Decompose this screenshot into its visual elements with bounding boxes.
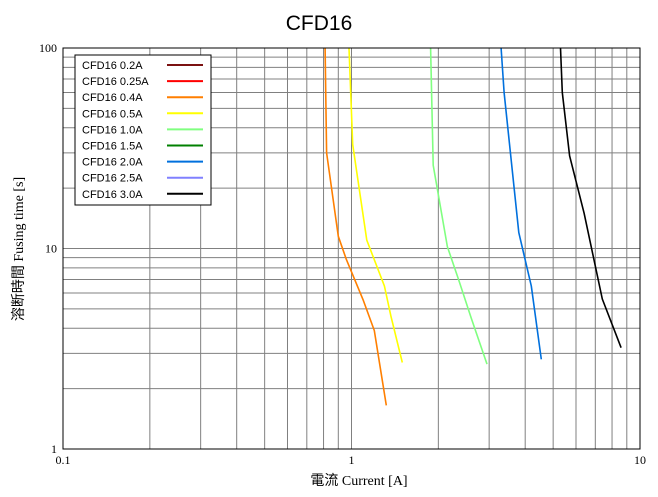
legend-label: CFD16 0.25A	[82, 76, 149, 88]
series-line	[429, 47, 488, 365]
y-tick-label: 10	[45, 242, 57, 256]
legend-label: CFD16 0.5A	[82, 108, 143, 120]
series-line	[559, 47, 622, 348]
x-tick-label: 1	[349, 453, 355, 467]
y-tick-label: 1	[51, 442, 57, 456]
series-line	[500, 47, 543, 360]
legend-label: CFD16 2.0A	[82, 157, 143, 169]
series-line	[348, 47, 404, 363]
x-tick-label: 0.1	[56, 453, 71, 467]
chart-title: CFD16	[286, 12, 353, 35]
legend-label: CFD16 0.4A	[82, 92, 143, 104]
x-axis-label: 電流 Current [A]	[310, 473, 407, 489]
x-tick-label: 10	[634, 453, 646, 467]
legend-label: CFD16 2.5A	[82, 173, 143, 185]
legend-label: CFD16 1.0A	[82, 124, 143, 136]
legend-label: CFD16 0.2A	[82, 60, 143, 72]
legend: CFD16 0.2A CFD16 0.25A CFD16 0.4A CFD16 0.5…	[74, 54, 212, 206]
legend-label: CFD16 1.5A	[82, 141, 143, 153]
plot-frame	[62, 47, 641, 450]
series-lines	[324, 47, 622, 406]
series-line	[324, 47, 388, 406]
y-tick-label: 100	[39, 41, 57, 55]
y-axis-label: 溶断時間 Fusing time [s]	[11, 177, 27, 321]
legend-label: CFD16 3.0A	[82, 189, 143, 201]
